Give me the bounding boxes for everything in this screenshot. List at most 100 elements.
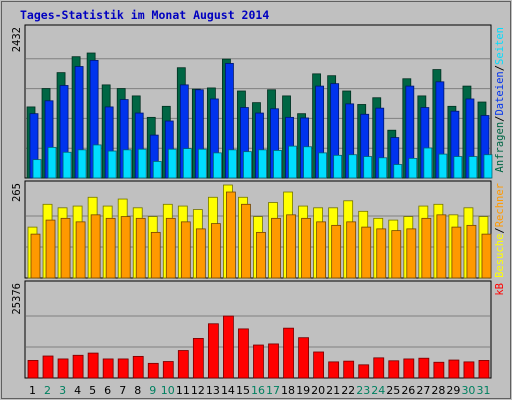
bar-kb-day-5 bbox=[87, 352, 99, 379]
bar-kb-day-31 bbox=[478, 360, 490, 379]
x-label-day-30: 30 bbox=[461, 384, 475, 397]
x-label-day-26: 26 bbox=[401, 384, 415, 397]
bar-seiten-day-7 bbox=[122, 149, 132, 179]
x-label-day-10: 10 bbox=[161, 384, 175, 397]
bar-rechner-day-26 bbox=[406, 228, 417, 279]
x-label-day-27: 27 bbox=[416, 384, 430, 397]
bar-seiten-day-27 bbox=[423, 147, 433, 179]
bar-rechner-day-1 bbox=[30, 233, 41, 279]
bar-kb-day-24 bbox=[373, 357, 385, 379]
panel-top-ymax-label: 2432 bbox=[11, 27, 23, 52]
panel-top-legend-text: Anfragen/Dateien/Seiten bbox=[494, 27, 506, 172]
legend-separator: / bbox=[494, 116, 506, 122]
bar-kb-day-4 bbox=[72, 354, 84, 379]
x-label-day-4: 4 bbox=[74, 384, 81, 397]
bar-seiten-day-25 bbox=[393, 164, 403, 179]
panel-middle-legend-text: Besuche/Rechner bbox=[494, 183, 506, 278]
bar-kb-day-12 bbox=[192, 338, 204, 379]
bar-seiten-day-6 bbox=[107, 150, 117, 179]
panel-top-legend: Anfragen/Dateien/Seiten bbox=[494, 27, 506, 172]
x-label-day-17: 17 bbox=[266, 384, 280, 397]
bar-rechner-day-10 bbox=[165, 217, 176, 279]
bar-rechner-day-7 bbox=[120, 216, 131, 279]
bar-kb-day-6 bbox=[102, 358, 114, 379]
bar-kb-day-7 bbox=[117, 358, 129, 379]
bar-seiten-day-12 bbox=[197, 148, 207, 179]
bar-seiten-day-4 bbox=[77, 149, 87, 179]
x-label-day-25: 25 bbox=[386, 384, 400, 397]
bar-seiten-day-17 bbox=[273, 150, 282, 179]
bar-kb-day-1 bbox=[27, 360, 39, 379]
bar-kb-day-19 bbox=[298, 337, 309, 379]
legend-separator: / bbox=[494, 227, 506, 233]
legend-dateien: Dateien bbox=[494, 71, 506, 115]
x-label-day-24: 24 bbox=[371, 384, 385, 397]
bar-rechner-day-9 bbox=[150, 231, 161, 279]
x-label-day-6: 6 bbox=[104, 384, 111, 397]
legend-kb: kB bbox=[494, 283, 506, 296]
bar-kb-day-22 bbox=[343, 360, 355, 379]
bar-rechner-day-18 bbox=[286, 214, 296, 279]
bar-rechner-day-14 bbox=[226, 191, 236, 279]
x-label-day-12: 12 bbox=[191, 384, 205, 397]
bar-seiten-day-10 bbox=[167, 148, 177, 179]
bar-rechner-day-19 bbox=[301, 217, 311, 279]
bar-seiten-day-2 bbox=[47, 146, 57, 179]
x-label-day-16: 16 bbox=[251, 384, 265, 397]
panel-bottom-ymax-label: 25376 bbox=[11, 283, 23, 315]
series-seiten bbox=[32, 144, 493, 179]
bar-rechner-day-20 bbox=[316, 221, 327, 279]
bar-rechner-day-6 bbox=[105, 217, 116, 279]
panel-middle-legend: Besuche/Rechner bbox=[494, 183, 506, 278]
x-label-day-20: 20 bbox=[311, 384, 325, 397]
bar-kb-day-21 bbox=[328, 361, 340, 379]
x-label-day-5: 5 bbox=[89, 384, 96, 397]
bar-kb-day-3 bbox=[57, 358, 69, 379]
bar-seiten-day-9 bbox=[152, 161, 162, 179]
bar-kb-day-16 bbox=[253, 344, 264, 379]
bar-rechner-day-22 bbox=[346, 221, 357, 279]
x-label-day-28: 28 bbox=[431, 384, 445, 397]
bar-kb-day-25 bbox=[388, 360, 400, 379]
bar-rechner-day-21 bbox=[331, 224, 342, 279]
bar-rechner-day-4 bbox=[75, 221, 86, 279]
legend-seiten: Seiten bbox=[494, 27, 506, 65]
bar-kb-day-29 bbox=[448, 359, 460, 379]
series-dateien bbox=[29, 59, 490, 179]
bar-seiten-day-24 bbox=[378, 157, 388, 179]
bar-rechner-day-15 bbox=[241, 203, 251, 279]
bar-rechner-day-31 bbox=[481, 233, 492, 279]
bar-seiten-day-19 bbox=[303, 146, 312, 179]
bar-rechner-day-3 bbox=[60, 217, 71, 279]
bar-kb-day-17 bbox=[268, 343, 279, 379]
bar-seiten-day-28 bbox=[438, 153, 448, 179]
x-label-day-23: 23 bbox=[356, 384, 370, 397]
x-axis-labels: 1 2 3 4 5 6 7 8 9 10 11 12 13 14 15 16 17 18 19 20 21 22 23 24 2… bbox=[29, 384, 490, 397]
panel-bottom-legend: kB bbox=[494, 283, 506, 296]
bar-kb-day-28 bbox=[433, 361, 445, 379]
bar-seiten-day-8 bbox=[137, 148, 147, 179]
x-label-day-11: 11 bbox=[176, 384, 190, 397]
bar-rechner-day-27 bbox=[421, 217, 432, 279]
bar-seiten-day-11 bbox=[182, 148, 192, 179]
bar-rechner-day-30 bbox=[466, 224, 477, 279]
bar-seiten-day-18 bbox=[288, 145, 297, 179]
bar-seiten-day-26 bbox=[408, 157, 418, 179]
bar-seiten-day-20 bbox=[318, 152, 328, 179]
x-label-day-31: 31 bbox=[476, 384, 490, 397]
bar-rechner-day-29 bbox=[451, 226, 462, 279]
bar-rechner-day-2 bbox=[45, 219, 56, 279]
bar-rechner-day-17 bbox=[271, 217, 281, 279]
panel-bottom: 25376 kB bbox=[11, 280, 506, 379]
bar-rechner-day-11 bbox=[180, 221, 191, 279]
bar-seiten-day-3 bbox=[62, 151, 72, 179]
chart-title: Tages-Statistik im Monat August 2014 bbox=[20, 8, 269, 22]
bar-rechner-day-16 bbox=[256, 231, 266, 279]
bar-rechner-day-28 bbox=[436, 214, 447, 279]
bar-rechner-day-13 bbox=[210, 223, 221, 279]
legend-besuche: Besuche bbox=[494, 234, 506, 278]
